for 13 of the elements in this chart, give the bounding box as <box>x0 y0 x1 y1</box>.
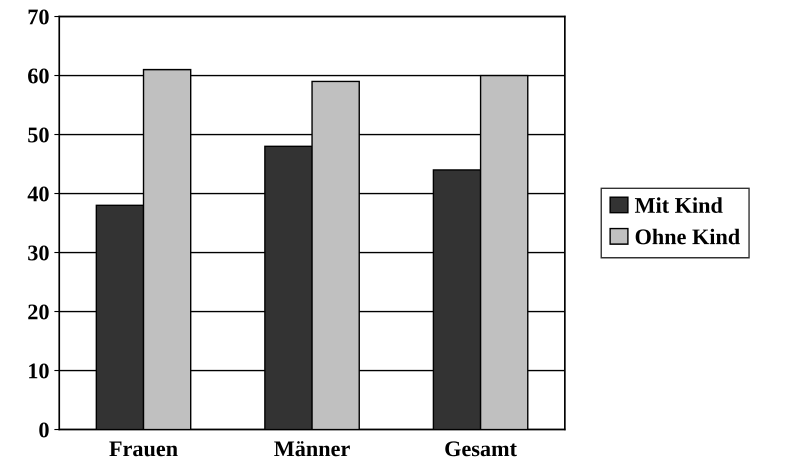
x-tick-label: Gesamt <box>445 441 517 456</box>
y-tick-label: 30 <box>28 245 49 260</box>
y-tick-label: 20 <box>28 304 49 320</box>
x-tick-label: Frauen <box>109 442 178 456</box>
x-tick-label: Männer <box>274 441 350 456</box>
y-tick-label: 70 <box>28 9 49 24</box>
y-tick-label: 60 <box>28 68 49 84</box>
legend-label: Ohne Kind <box>636 228 740 244</box>
y-tick-label: 40 <box>28 186 49 202</box>
legend-label: Mit Kind <box>634 197 723 213</box>
y-tick-label: 0 <box>39 422 49 438</box>
y-tick-label: 50 <box>28 127 49 142</box>
y-tick-label: 10 <box>29 363 49 378</box>
